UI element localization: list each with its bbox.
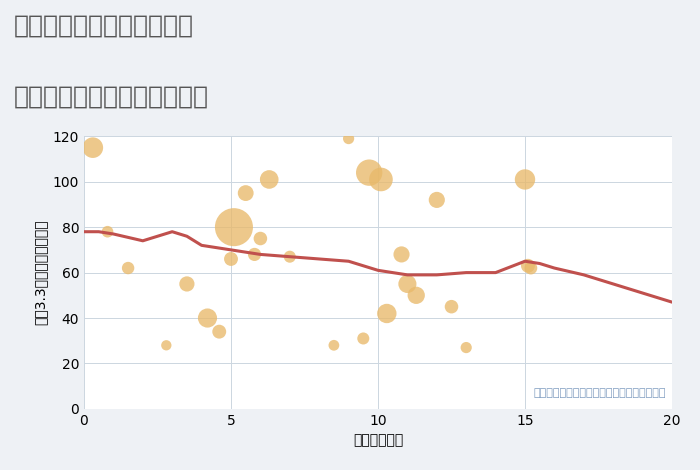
Point: [343, 135, 354, 142]
Point: [122, 264, 134, 272]
Point: [396, 251, 407, 258]
Y-axis label: 坪（3.3㎡）単価（万円）: 坪（3.3㎡）単価（万円）: [33, 220, 47, 325]
Text: 三重県四日市市東富田町の: 三重県四日市市東富田町の: [14, 14, 194, 38]
Point: [382, 310, 393, 317]
Point: [284, 253, 295, 260]
Point: [375, 176, 386, 183]
Point: [181, 280, 193, 288]
Point: [363, 169, 374, 176]
Point: [519, 176, 531, 183]
Point: [214, 328, 225, 336]
Text: 駅距離別中古マンション価格: 駅距離別中古マンション価格: [14, 85, 209, 109]
Point: [249, 251, 260, 258]
Point: [525, 264, 536, 272]
Point: [202, 314, 213, 322]
Point: [358, 335, 369, 342]
Point: [402, 280, 413, 288]
Point: [161, 342, 172, 349]
Point: [522, 262, 533, 270]
Point: [88, 144, 99, 151]
Point: [225, 255, 237, 263]
X-axis label: 駅距離（分）: 駅距離（分）: [353, 433, 403, 447]
Point: [411, 291, 422, 299]
Point: [328, 342, 339, 349]
Point: [102, 228, 113, 235]
Text: 円の大きさは、取引のあった物件面積を示す: 円の大きさは、取引のあった物件面積を示す: [533, 388, 666, 398]
Point: [461, 344, 472, 352]
Point: [446, 303, 457, 311]
Point: [228, 223, 239, 231]
Point: [431, 196, 442, 204]
Point: [255, 235, 266, 243]
Point: [240, 189, 251, 197]
Point: [264, 176, 275, 183]
